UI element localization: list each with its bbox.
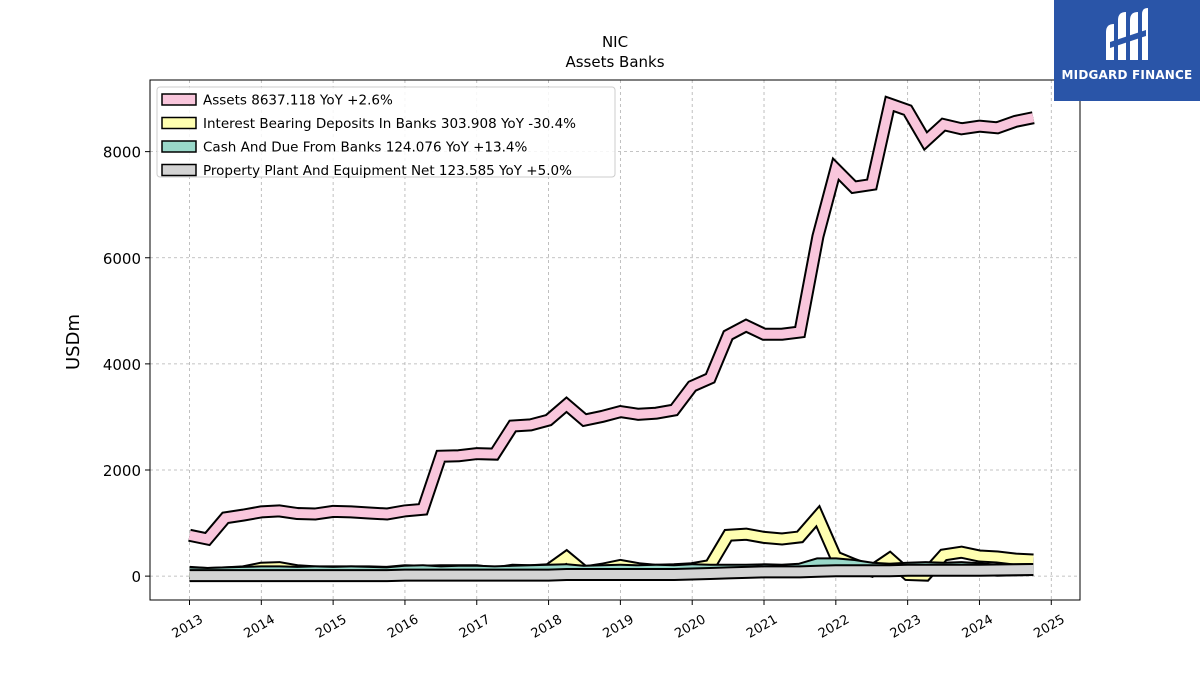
x-tick-label: 2024 [960,612,996,642]
legend-swatch [161,140,197,153]
legend-box [156,86,616,178]
brand-name: MIDGARD FINANCE [1061,68,1193,82]
y-tick-label: 8000 [103,144,141,162]
x-tick-label: 2022 [816,612,852,642]
y-tick-label: 0 [131,568,141,586]
series-line-assets [188,97,1035,544]
series-line-property-plant-and-equipment-net [189,565,1034,581]
series-layer [188,95,1035,583]
x-tick-label: 2020 [672,612,708,642]
y-tick-label: 6000 [103,250,141,268]
brand-logo-icon [1106,8,1148,60]
legend-label: Property Plant And Equipment Net 123.585… [203,163,572,179]
x-tick-label: 2015 [313,612,349,642]
x-tick-label: 2021 [744,612,780,642]
x-tick-label: 2016 [385,612,421,642]
x-tick-label: 2025 [1031,612,1067,642]
x-tick-label: 2013 [170,612,206,642]
y-axis-label: USDm [63,314,84,370]
plot-frame [149,79,1081,601]
chart-subtitle: Assets Banks [565,53,664,71]
x-tick-label: 2019 [601,612,637,642]
x-tick-label: 2023 [888,612,924,642]
legend: Assets 8637.118 YoY +2.6% Interest Bearin… [156,86,616,179]
legend-label: Cash And Due From Banks 124.076 YoY +13.… [203,140,527,156]
x-tick-label: 2014 [241,612,277,642]
y-tick-label: 4000 [103,356,141,374]
y-tick-label: 2000 [103,462,141,480]
x-tick-label: 2017 [457,612,493,642]
legend-swatch [161,163,197,177]
legend-swatch [161,116,197,130]
legend-swatch [161,93,197,106]
legend-label: Assets 8637.118 YoY +2.6% [203,93,393,109]
legend-label: Interest Bearing Deposits In Banks 303.9… [203,116,576,132]
brand-logo: MIDGARD FINANCE [1054,0,1200,101]
chart-title: NIC [602,33,628,51]
x-tick-label: 2018 [529,612,565,642]
